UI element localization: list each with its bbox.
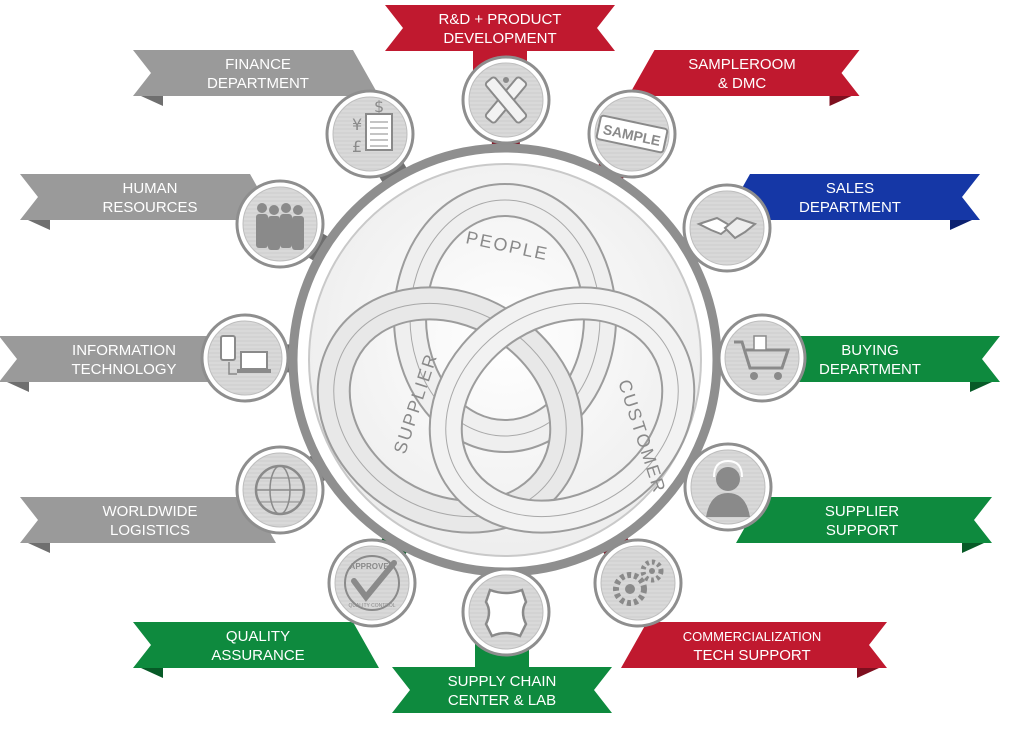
ribbon-label-buying: BUYING bbox=[841, 342, 899, 359]
ribbon-shape-logistics bbox=[20, 497, 276, 543]
globe-icon bbox=[254, 464, 306, 516]
handshake-icon bbox=[696, 216, 758, 240]
medallion-buying bbox=[717, 313, 807, 403]
medallion-sampleroom: SAMPLE bbox=[587, 89, 677, 179]
ribbon-shape-buying bbox=[744, 336, 1000, 382]
ribbon-shape-it bbox=[0, 336, 245, 382]
medallion-supplier-support bbox=[683, 442, 773, 532]
dollar-sign-icon: $ bbox=[374, 97, 384, 116]
ribbon-label-supply-chain: SUPPLY CHAIN bbox=[448, 673, 557, 690]
ribbon-supplier-support: SUPPLIER SUPPORT bbox=[736, 497, 992, 553]
ribbon-label-sampleroom: & DMC bbox=[718, 75, 767, 92]
medallion-rd bbox=[461, 55, 551, 145]
interlocking-rings-icon bbox=[316, 183, 696, 534]
pound-sign-icon: £ bbox=[352, 137, 362, 156]
hub-circle: PEOPLE SUPPLIER CUSTOMER bbox=[288, 143, 722, 577]
ribbon-label-quality: QUALITY bbox=[226, 628, 290, 645]
ribbon-shape-rd bbox=[385, 5, 615, 51]
approved-stamp-icon: APPROVED QUALITY CONTROL bbox=[344, 555, 400, 611]
ribbon-label-finance: FINANCE bbox=[225, 56, 291, 73]
ribbon-label-commercialization: COMMERCIALIZATION bbox=[683, 629, 821, 644]
ribbon-label-supply-chain: CENTER & LAB bbox=[448, 692, 556, 709]
ribbon-label-commercialization: TECH SUPPORT bbox=[693, 647, 810, 664]
ribbon-label-sales: DEPARTMENT bbox=[799, 199, 901, 216]
devices-icon bbox=[220, 335, 271, 375]
medallions: SAMPLE APPROVED QUALITY CONTROL ¥ £ $ bbox=[200, 55, 807, 657]
medallion-it bbox=[200, 313, 290, 403]
ribbon-sales: SALES DEPARTMENT bbox=[724, 174, 980, 230]
ribbon-label-hr: HUMAN bbox=[123, 180, 178, 197]
medallion-supply-chain bbox=[461, 567, 551, 657]
ribbon-shape-sampleroom bbox=[628, 50, 860, 96]
ribbon-commercialization: COMMERCIALIZATION TECH SUPPORT bbox=[621, 622, 887, 678]
medallion-sales bbox=[682, 183, 772, 273]
ribbon-label-supplier-support: SUPPORT bbox=[826, 522, 898, 539]
ribbon-shape-hr bbox=[20, 174, 276, 220]
ribbon-label-logistics: LOGISTICS bbox=[110, 522, 190, 539]
medallion-hr bbox=[235, 179, 325, 269]
tools-icon bbox=[484, 76, 528, 124]
ribbon-shape-finance bbox=[133, 50, 379, 96]
ribbon-shape-commercialization bbox=[621, 622, 887, 668]
ribbon-label-sampleroom: SAMPLEROOM bbox=[688, 56, 796, 73]
ribbon-label-it: INFORMATION bbox=[72, 342, 176, 359]
people-icon bbox=[256, 203, 304, 250]
gears-icon bbox=[613, 559, 664, 606]
ribbon-label-rd: DEVELOPMENT bbox=[443, 30, 556, 47]
ribbon-label-rd: R&D + PRODUCT bbox=[439, 11, 562, 28]
ribbon-supply-chain: SUPPLY CHAIN CENTER & LAB bbox=[392, 612, 612, 713]
approved-stamp-text: APPROVED bbox=[350, 562, 395, 571]
ribbon-label-buying: DEPARTMENT bbox=[819, 361, 921, 378]
ribbon-logistics: WORLDWIDE LOGISTICS bbox=[20, 497, 276, 553]
ribbon-label-sales: SALES bbox=[826, 180, 874, 197]
ribbon-buying: BUYING DEPARTMENT bbox=[744, 336, 1000, 392]
ribbon-label-supplier-support: SUPPLIER bbox=[825, 503, 899, 520]
ribbon-label-quality: ASSURANCE bbox=[211, 647, 304, 664]
ribbon-label-logistics: WORLDWIDE bbox=[103, 503, 198, 520]
ribbon-it: INFORMATION TECHNOLOGY bbox=[0, 336, 245, 392]
headset-agent-icon bbox=[706, 459, 750, 517]
ribbon-label-hr: RESOURCES bbox=[102, 199, 197, 216]
ribbon-quality: QUALITY ASSURANCE bbox=[133, 622, 379, 678]
ribbon-finance: FINANCE DEPARTMENT bbox=[133, 50, 379, 106]
ribbon-label-finance: DEPARTMENT bbox=[207, 75, 309, 92]
ribbon-shape-quality bbox=[133, 622, 379, 668]
ribbon-shape-supply-chain bbox=[392, 667, 612, 713]
currency-document-icon: ¥ £ $ bbox=[352, 97, 393, 156]
leather-hide-icon bbox=[484, 588, 528, 638]
ribbon-hr: HUMAN RESOURCES bbox=[20, 174, 276, 230]
ribbon-label-it: TECHNOLOGY bbox=[71, 361, 176, 378]
shopping-cart-icon bbox=[734, 335, 791, 380]
medallion-finance: ¥ £ $ bbox=[325, 89, 415, 179]
quality-control-text: QUALITY CONTROL bbox=[348, 603, 395, 609]
medallion-quality: APPROVED QUALITY CONTROL bbox=[327, 538, 417, 628]
ribbon-shape-supplier-support bbox=[736, 497, 992, 543]
medallion-logistics bbox=[235, 445, 325, 535]
yen-sign-icon: ¥ bbox=[352, 115, 362, 134]
ribbon-shape-sales bbox=[724, 174, 980, 220]
ribbon-sampleroom: SAMPLEROOM & DMC bbox=[628, 50, 860, 106]
medallion-commercialization bbox=[593, 538, 683, 628]
